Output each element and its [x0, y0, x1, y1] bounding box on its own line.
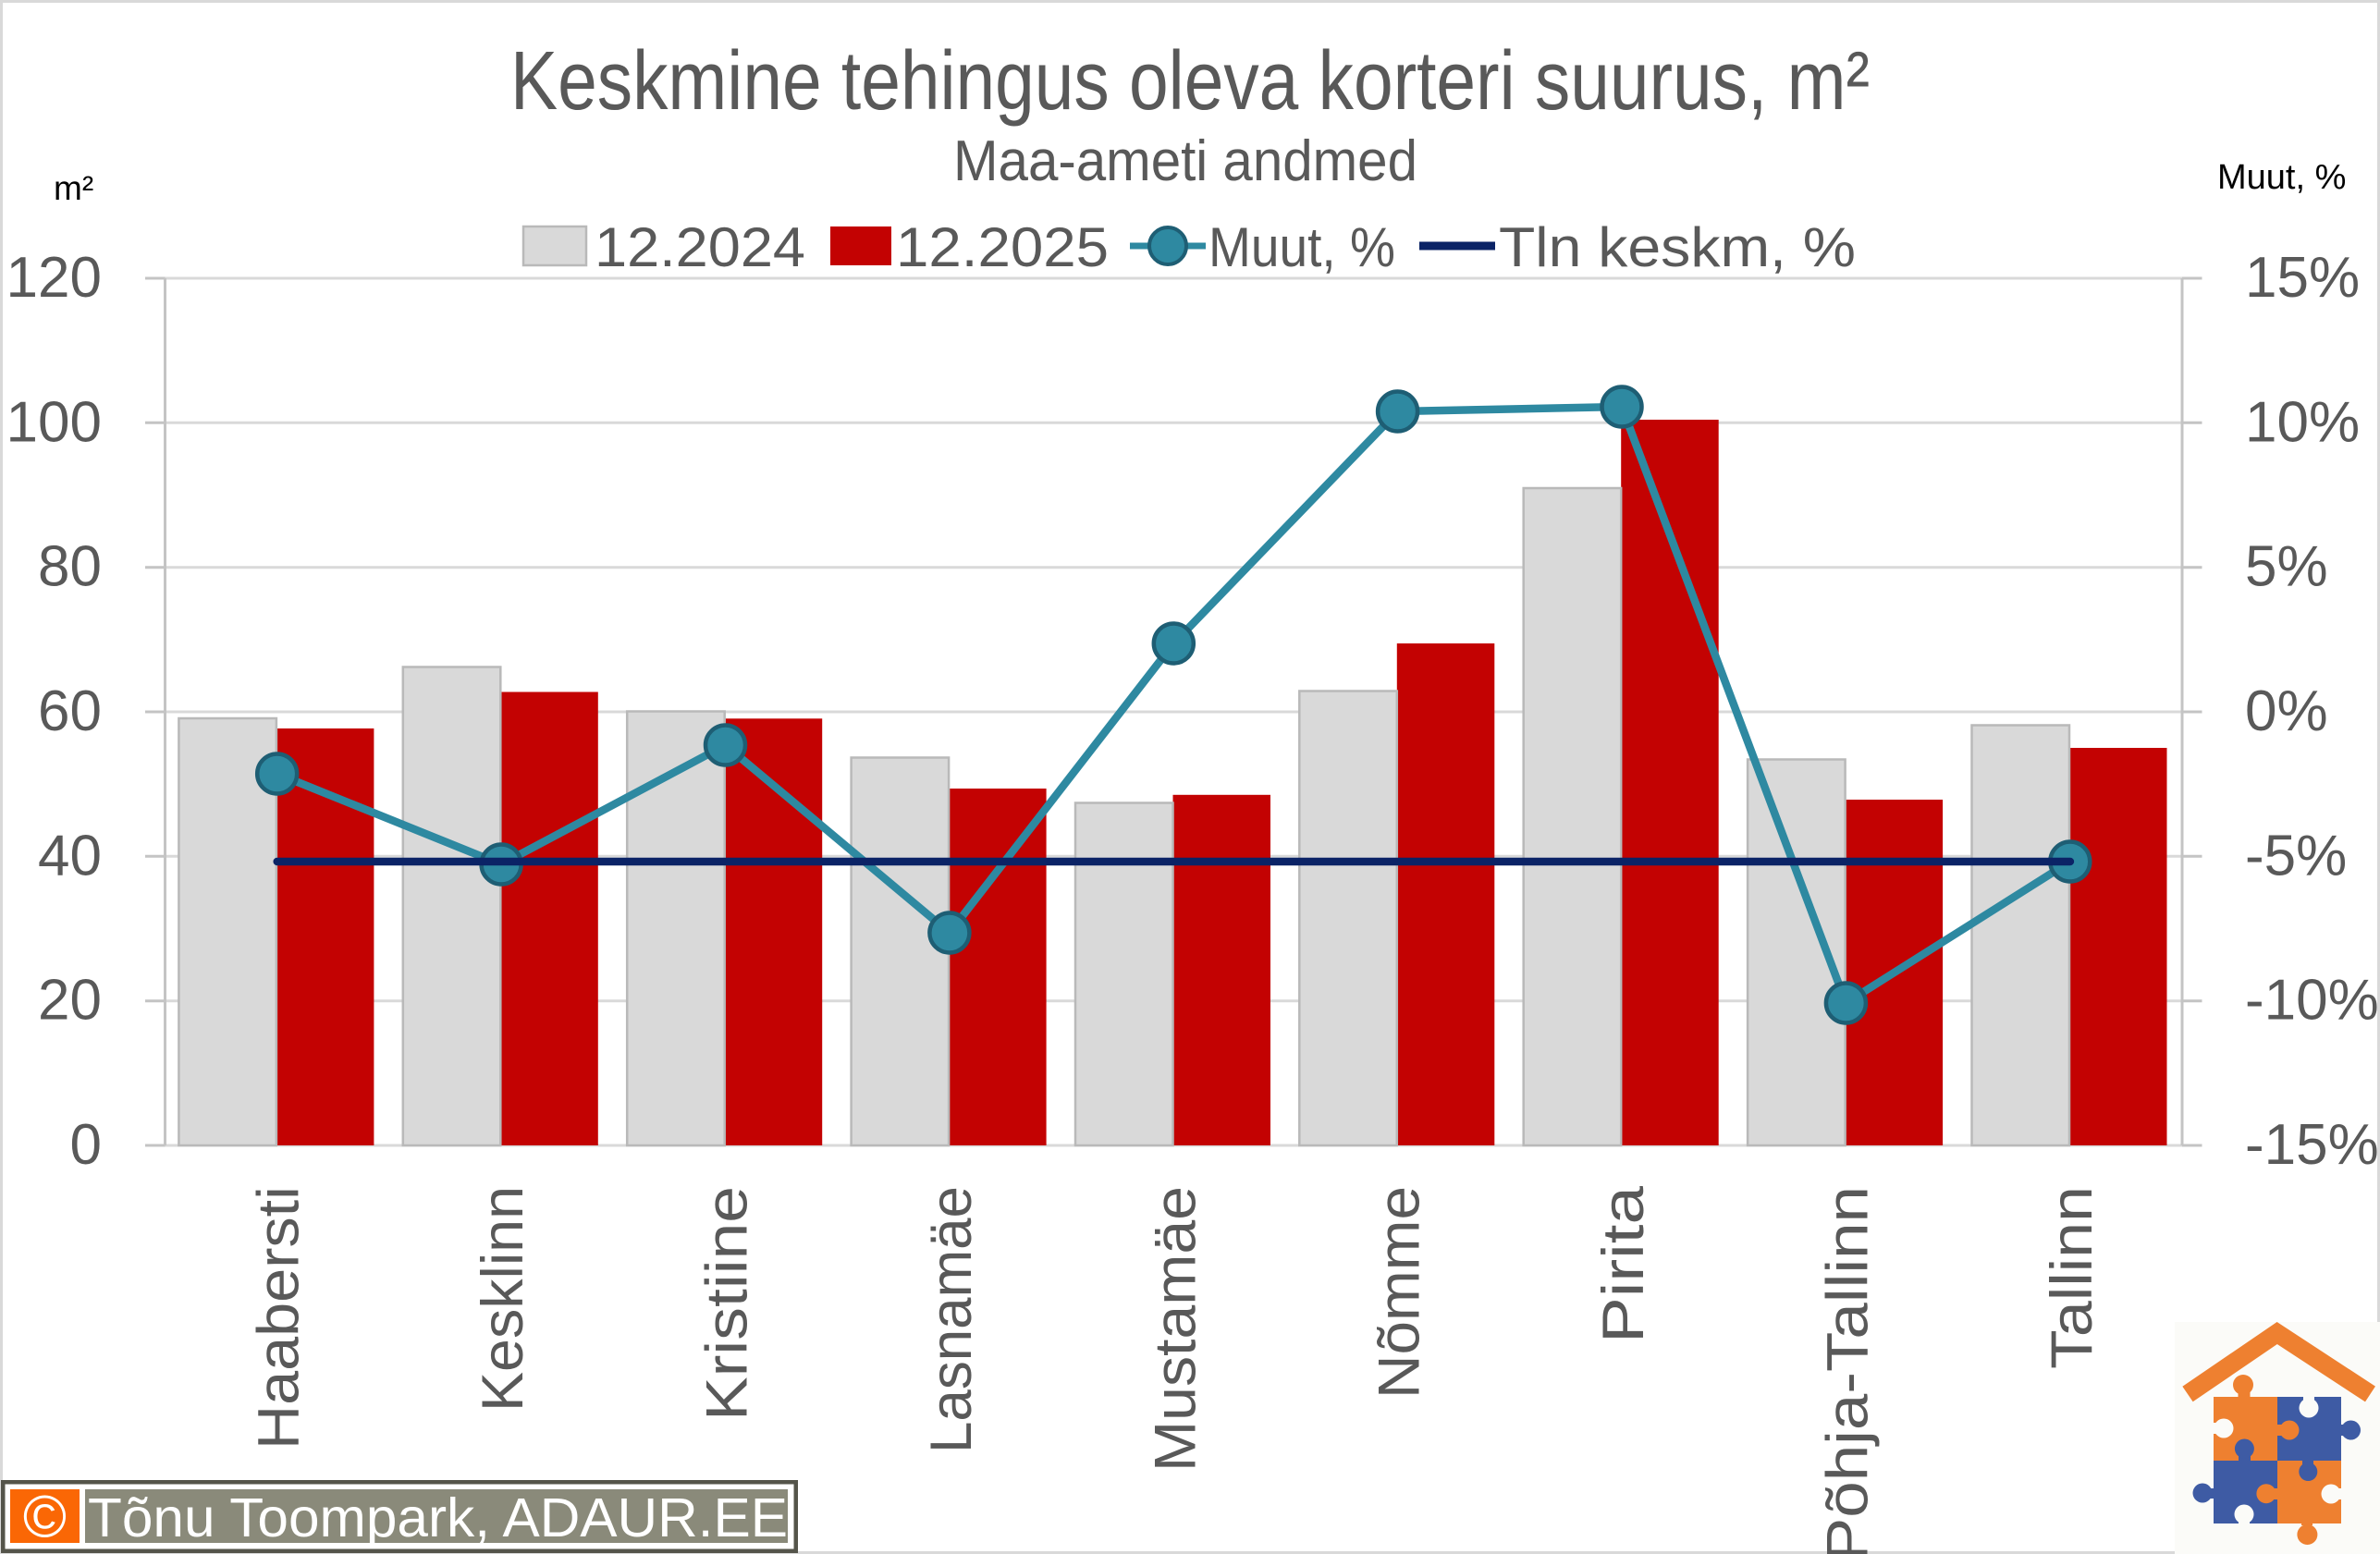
svg-text:Mustamäe: Mustamäe [1143, 1186, 1208, 1472]
svg-text:20: 20 [38, 969, 102, 1033]
svg-text:-5%: -5% [2245, 824, 2347, 887]
svg-text:100: 100 [6, 390, 102, 454]
svg-text:Nõmme: Nõmme [1368, 1186, 1432, 1399]
svg-text:Kesklinn: Kesklinn [471, 1186, 535, 1412]
svg-text:15%: 15% [2245, 246, 2360, 310]
svg-text:60: 60 [38, 679, 102, 743]
svg-text:40: 40 [38, 824, 102, 887]
svg-text:Lasnamäe: Lasnamäe [919, 1186, 984, 1453]
svg-text:Tln keskm, %: Tln keskm, % [1499, 216, 1856, 278]
svg-text:Keskmine tehingus oleva korter: Keskmine tehingus oleva korteri suurus, … [510, 35, 1870, 128]
svg-text:12.2025: 12.2025 [896, 216, 1109, 278]
svg-text:-10%: -10% [2245, 969, 2379, 1033]
svg-text:Tallinn: Tallinn [2040, 1186, 2104, 1369]
svg-text:5%: 5% [2245, 535, 2328, 599]
svg-text:m²: m² [54, 169, 93, 207]
svg-text:0: 0 [70, 1113, 102, 1177]
svg-text:Põhja-Tallinn: Põhja-Tallinn [1815, 1186, 1880, 1554]
svg-text:12.2024: 12.2024 [595, 216, 805, 278]
svg-text:10%: 10% [2245, 390, 2360, 454]
svg-text:Maa-ameti andmed: Maa-ameti andmed [953, 129, 1417, 193]
svg-text:Muut, %: Muut, % [2217, 158, 2346, 197]
svg-text:120: 120 [6, 246, 102, 310]
svg-text:80: 80 [38, 535, 102, 599]
svg-text:Tõnu Toompark, ADAUR.EE: Tõnu Toompark, ADAUR.EE [88, 1487, 788, 1548]
svg-text:0%: 0% [2245, 679, 2328, 743]
svg-text:Pirita: Pirita [1591, 1185, 1656, 1343]
svg-text:-15%: -15% [2245, 1113, 2379, 1177]
svg-text:Muut, %: Muut, % [1208, 216, 1395, 278]
svg-text:Haabersti: Haabersti [247, 1186, 312, 1450]
svg-text:Kristiine: Kristiine [695, 1186, 760, 1421]
svg-text:©: © [23, 1484, 67, 1550]
